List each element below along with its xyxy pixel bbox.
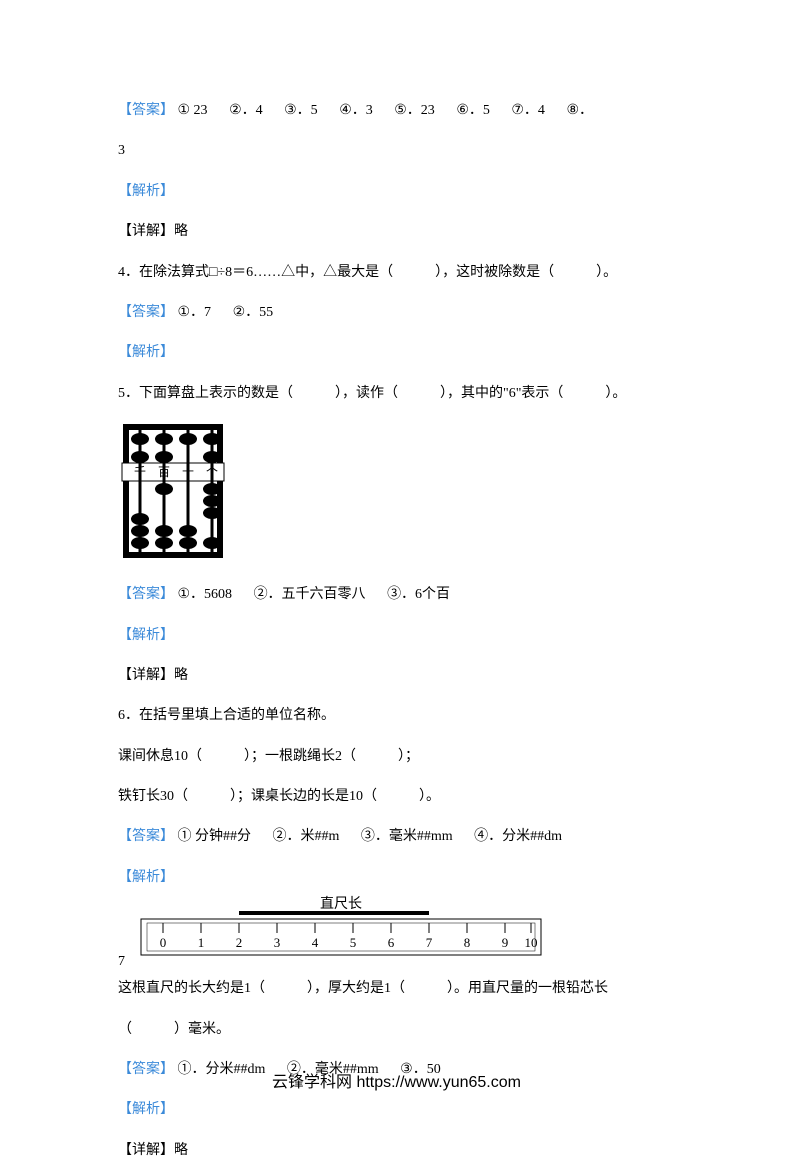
svg-text:7: 7 <box>426 935 433 950</box>
q5-ans-3: ③．6个百 <box>387 584 450 606</box>
footer: 云锋学科网 https://www.yun65.com <box>0 1068 793 1092</box>
q6-ans-4: ④．分米##dm <box>474 826 562 848</box>
ruler-image: 直尺长 0 <box>131 911 551 964</box>
q3-answer-label: 【答案】 <box>118 103 174 118</box>
ruler-label: 直尺长 <box>320 893 362 913</box>
q5-ans-2: ②．五千六百零八 <box>254 584 366 606</box>
svg-text:4: 4 <box>312 935 319 950</box>
q6-line2: 铁钉长30（ ）；课桌长边的长是10（ ）。 <box>118 786 675 808</box>
q4-text: 4．在除法算式□÷8＝6……△中，△最大是（ ），这时被除数是（ ）。 <box>118 262 675 284</box>
q3-ans-5: ⑤．23 <box>394 100 435 122</box>
q3-ans-2: ②．4 <box>229 100 263 122</box>
q3-tail: 3 <box>118 140 675 162</box>
q6-line1: 课间休息10（ ）；一根跳绳长2（ ）； <box>118 746 675 768</box>
q6-text: 6．在括号里填上合适的单位名称。 <box>118 705 675 727</box>
q4-answer-line: 【答案】 ①．7 ②．55 <box>118 302 675 324</box>
svg-text:百: 百 <box>158 465 170 479</box>
q7-detail: 【详解】略 <box>118 1140 675 1162</box>
q5-jiexi: 【解析】 <box>118 625 675 647</box>
svg-text:0: 0 <box>160 935 167 950</box>
svg-text:5: 5 <box>350 935 357 950</box>
q3-ans-1: ① 23 <box>178 100 208 122</box>
q6-answer-line: 【答案】 ① 分钟##分 ②．米##m ③．毫米##mm ④．分米##dm <box>118 826 675 848</box>
svg-text:9: 9 <box>502 935 509 950</box>
q4-ans-1: ①．7 <box>178 302 212 324</box>
q4-ans-2: ②．55 <box>233 302 274 324</box>
q3-jiexi: 【解析】 <box>118 181 675 203</box>
q3-ans-7: ⑦．4 <box>511 100 545 122</box>
abacus-image: 千 百 十 个 <box>118 423 675 564</box>
q5-answer-label: 【答案】 <box>118 587 174 602</box>
q3-ans-3: ③．5 <box>284 100 318 122</box>
q3-ans-6: ⑥．5 <box>456 100 490 122</box>
svg-text:十: 十 <box>182 465 194 479</box>
q3-answer-line: 【答案】 ① 23 ②．4 ③．5 ④．3 ⑤．23 ⑥．5 ⑦．4 ⑧． <box>118 100 675 122</box>
svg-text:个: 个 <box>206 465 218 479</box>
q7-prefix: 7 <box>118 954 125 970</box>
q7-jiexi: 【解析】 <box>118 1099 675 1121</box>
svg-text:8: 8 <box>464 935 471 950</box>
q3-ans-8: ⑧． <box>566 100 593 122</box>
q3-ans-4: ④．3 <box>339 100 373 122</box>
q7-text: 这根直尺的长大约是1（ ），厚大约是1（ ）。用直尺量的一根铅芯长 <box>118 978 675 1000</box>
q5-answer-line: 【答案】 ①．5608 ②．五千六百零八 ③．6个百 <box>118 584 675 606</box>
svg-text:2: 2 <box>236 935 243 950</box>
svg-text:1: 1 <box>198 935 205 950</box>
q5-text: 5．下面算盘上表示的数是（ ），读作（ ），其中的"6"表示（ ）。 <box>118 383 675 405</box>
q6-answer-label: 【答案】 <box>118 829 174 844</box>
svg-text:千: 千 <box>134 465 146 479</box>
q6-jiexi: 【解析】 <box>118 867 675 889</box>
q5-detail: 【详解】略 <box>118 665 675 687</box>
q7-text2: （ ）毫米。 <box>118 1019 675 1041</box>
q6-ans-1: ① 分钟##分 <box>178 826 252 848</box>
q5-ans-1: ①．5608 <box>178 584 233 606</box>
svg-text:6: 6 <box>388 935 395 950</box>
q6-ans-2: ②．米##m <box>273 826 340 848</box>
q3-detail: 【详解】略 <box>118 221 675 243</box>
q4-jiexi: 【解析】 <box>118 342 675 364</box>
q4-answer-label: 【答案】 <box>118 305 174 320</box>
svg-text:10: 10 <box>525 935 538 950</box>
svg-text:3: 3 <box>274 935 281 950</box>
q6-ans-3: ③．毫米##mm <box>361 826 453 848</box>
